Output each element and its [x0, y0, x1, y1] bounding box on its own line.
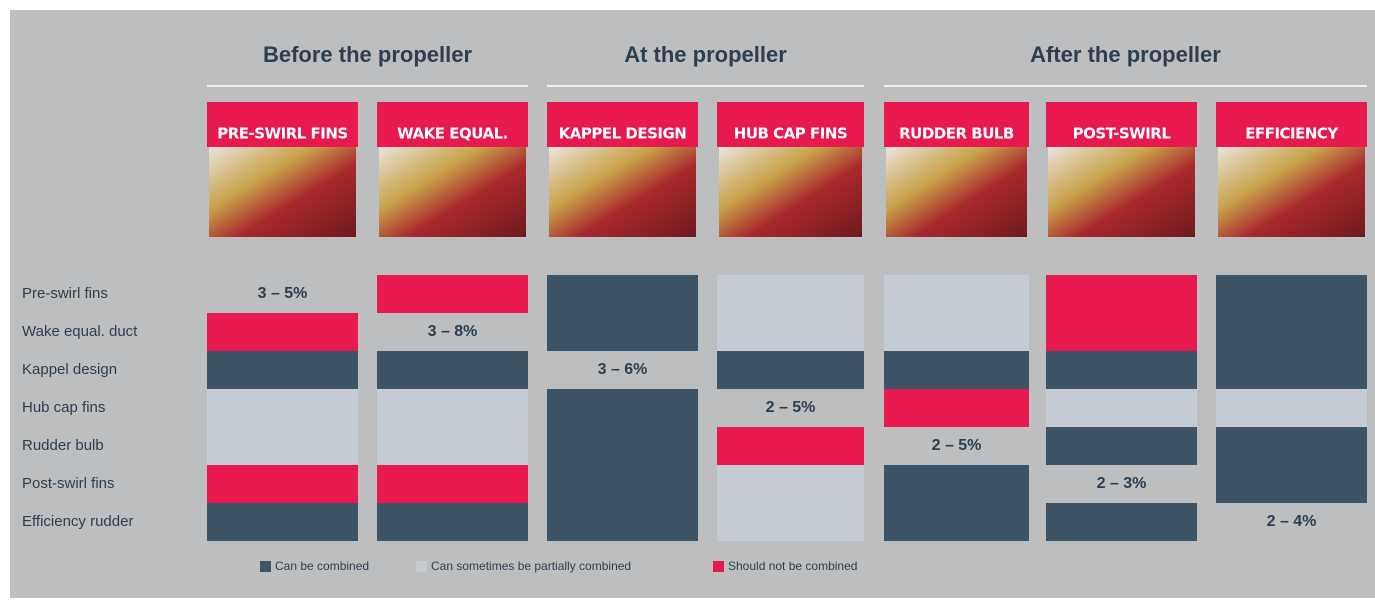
photo [549, 147, 696, 237]
cell [207, 465, 358, 503]
cell [377, 351, 528, 389]
legend-label: Should not be combined [728, 559, 857, 573]
infographic: Before the propeller At the propeller Afte… [0, 0, 1375, 608]
photo [379, 147, 526, 237]
cell [1216, 313, 1367, 351]
cell [207, 503, 358, 541]
cell [1216, 427, 1367, 465]
photo [1218, 147, 1365, 237]
photo [209, 147, 356, 237]
cell [377, 389, 528, 427]
legend-swatch [713, 561, 724, 572]
cell [547, 313, 698, 351]
cell [547, 275, 698, 313]
cell [1046, 313, 1197, 351]
row-label: Post-swirl fins [22, 475, 115, 492]
cell [207, 427, 358, 465]
cell [717, 427, 864, 465]
cell [1046, 427, 1197, 465]
cell [1046, 389, 1197, 427]
column-header: KAPPEL DESIGN [559, 125, 687, 143]
cell [377, 427, 528, 465]
column-header: HUB CAP FINS [734, 125, 847, 143]
legend-label: Can be combined [275, 559, 369, 573]
cell [207, 313, 358, 351]
cell [717, 351, 864, 389]
cell [207, 351, 358, 389]
group-title: After the propeller [1030, 42, 1221, 67]
column-header: POST-SWIRL [1073, 125, 1172, 143]
column-header: WAKE EQUAL. [397, 125, 508, 143]
gain-label: 2 – 5% [766, 399, 816, 416]
cell [547, 389, 698, 427]
cell [884, 503, 1029, 541]
column-header: PRE-SWIRL FINS [217, 125, 347, 143]
gain-label: 2 – 4% [1267, 513, 1317, 530]
cell [1216, 351, 1367, 389]
legend-swatch [416, 561, 427, 572]
gain-label: 3 – 5% [258, 285, 308, 302]
cell [884, 275, 1029, 313]
cell [884, 389, 1029, 427]
cell [547, 465, 698, 503]
column-header: RUDDER BULB [899, 125, 1014, 143]
row-label: Hub cap fins [22, 399, 105, 416]
cell [547, 427, 698, 465]
gain-label: 2 – 5% [932, 437, 982, 454]
cell [207, 389, 358, 427]
gain-label: 3 – 6% [598, 361, 648, 378]
cell [377, 465, 528, 503]
group-title: At the propeller [624, 42, 787, 67]
photo [1048, 147, 1195, 237]
row-label: Pre-swirl fins [22, 285, 108, 302]
cell [717, 503, 864, 541]
column-header: EFFICIENCY [1245, 125, 1339, 143]
cell [547, 503, 698, 541]
cell [717, 465, 864, 503]
cell [1216, 465, 1367, 503]
cell [1046, 351, 1197, 389]
group-title: Before the propeller [263, 42, 472, 67]
cell [377, 503, 528, 541]
photo [886, 147, 1027, 237]
row-label: Rudder bulb [22, 437, 104, 454]
cell [1216, 275, 1367, 313]
legend-swatch [260, 561, 271, 572]
cell [1046, 275, 1197, 313]
cell [1046, 503, 1197, 541]
photo [719, 147, 862, 237]
row-label: Efficiency rudder [22, 513, 133, 530]
legend-label: Can sometimes be partially combined [431, 559, 631, 573]
cell [1216, 389, 1367, 427]
cell [884, 351, 1029, 389]
cell [717, 313, 864, 351]
cell [377, 275, 528, 313]
cell [884, 465, 1029, 503]
row-label: Kappel design [22, 361, 117, 378]
cell [717, 275, 864, 313]
gain-label: 2 – 3% [1097, 475, 1147, 492]
cell [884, 313, 1029, 351]
row-label: Wake equal. duct [22, 323, 138, 340]
gain-label: 3 – 8% [428, 323, 478, 340]
